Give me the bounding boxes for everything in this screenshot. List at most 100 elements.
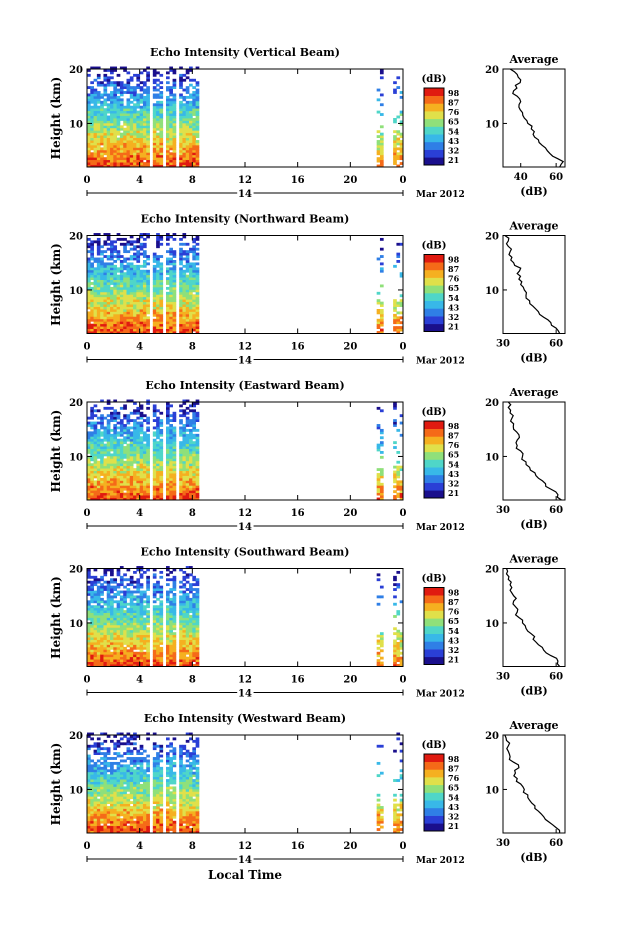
heatmap-cell — [119, 149, 124, 153]
heatmap-cell — [139, 110, 144, 114]
heatmap-cell — [93, 316, 98, 320]
heatmap-cell — [166, 661, 170, 665]
heatmap-cell — [96, 661, 101, 665]
heatmap-cell — [113, 610, 118, 613]
heatmap-cell — [129, 460, 134, 464]
heatmap-cell — [185, 619, 190, 623]
heatmap-cell — [100, 245, 104, 249]
heatmap-cell — [139, 485, 144, 489]
heatmap-cell — [185, 639, 190, 643]
heatmap-cell — [182, 477, 187, 481]
heatmap-cell — [146, 269, 150, 273]
heatmap-cell — [182, 142, 187, 146]
heatmap-cell — [100, 289, 104, 293]
heatmap-cell — [106, 818, 111, 822]
heatmap-cell — [129, 646, 134, 650]
heatmap-cell — [126, 602, 131, 606]
heatmap-cell — [103, 125, 108, 129]
heatmap-cell — [123, 130, 127, 134]
heatmap-cell — [103, 818, 108, 822]
heatmap-cell — [96, 144, 101, 148]
heatmap-cell — [87, 157, 91, 161]
heatmap-cell — [93, 810, 98, 814]
heatmap-cell — [393, 304, 397, 307]
heatmap-cell — [106, 661, 111, 665]
heatmap-cell — [179, 115, 183, 119]
heatmap-cell — [159, 122, 164, 126]
heatmap-cell — [139, 458, 144, 462]
heatmap-cell — [136, 411, 141, 415]
heatmap-cell — [185, 656, 190, 660]
heatmap-cell — [156, 245, 160, 249]
heatmap-cell — [152, 269, 157, 273]
heatmap-cell — [96, 588, 101, 591]
heatmap-cell — [126, 164, 131, 168]
heatmap-cell — [93, 485, 98, 489]
heatmap-cell — [116, 304, 121, 307]
heatmap-cell — [182, 627, 187, 631]
heatmap-cell — [189, 311, 193, 315]
heatmap-cell — [129, 438, 134, 442]
heatmap-cell — [119, 583, 124, 587]
heatmap-cell — [123, 326, 127, 329]
heatmap-cell — [123, 646, 127, 650]
heatmap-cell — [172, 610, 177, 613]
heatmap-cell — [100, 600, 104, 604]
heatmap-cell — [179, 296, 183, 300]
heatmap-cell — [146, 416, 150, 420]
colorbar-segment — [424, 88, 444, 96]
heatmap-cell — [136, 118, 141, 121]
heatmap-cell — [103, 801, 108, 804]
heatmap-cell — [90, 294, 94, 298]
heatmap-cell — [172, 135, 177, 138]
heatmap-cell — [136, 147, 141, 151]
heatmap-cell — [156, 301, 160, 305]
heatmap-cell — [189, 147, 193, 151]
heatmap-cell — [393, 147, 397, 151]
heatmap-cell — [139, 659, 144, 662]
heatmap-cell — [90, 744, 94, 748]
heatmap-cell — [87, 470, 91, 474]
heatmap-cell — [126, 304, 131, 307]
heatmap-cell — [146, 646, 150, 650]
heatmap-cell — [136, 110, 141, 114]
heatmap-cell — [103, 465, 108, 469]
heatmap-cell — [189, 247, 193, 251]
heatmap-cell — [146, 455, 150, 459]
heatmap-cell — [106, 159, 111, 163]
heatmap-cell — [126, 649, 131, 653]
heatmap-cell — [103, 492, 108, 496]
heatmap-cell — [182, 433, 187, 437]
heatmap-cell — [103, 289, 108, 293]
heatmap-cell — [146, 118, 150, 121]
colorbar-segment — [424, 428, 444, 437]
heatmap-cell — [110, 436, 114, 440]
heatmap-cell — [139, 245, 144, 249]
colorbar-unit: (dB) — [422, 407, 447, 418]
heatmap-cell — [100, 656, 104, 660]
heatmap-cell — [136, 294, 141, 298]
heatmap-cell — [192, 162, 197, 165]
heatmap-cell — [96, 137, 101, 141]
heatmap-cell — [179, 585, 183, 589]
heatmap-cell — [182, 286, 187, 290]
heatmap-cell — [172, 617, 177, 621]
heatmap-cell — [106, 154, 111, 158]
heatmap-cell — [172, 639, 177, 643]
colorbar-tick-label: 43 — [448, 635, 460, 645]
heatmap-cell — [113, 132, 118, 136]
heatmap-cell — [129, 122, 134, 126]
heatmap-cell — [129, 272, 134, 276]
heatmap-cell — [113, 306, 118, 310]
heatmap-cell — [103, 664, 108, 667]
heatmap-cell — [139, 495, 144, 498]
heatmap-cell — [103, 316, 108, 320]
heatmap-cell — [166, 135, 170, 138]
heatmap-cell — [185, 76, 190, 80]
heatmap-cell — [156, 289, 160, 293]
heatmap-cell — [166, 624, 170, 628]
heatmap-cell — [166, 98, 170, 102]
heatmap-cell — [96, 482, 101, 486]
heatmap-cell — [100, 492, 104, 496]
heatmap-cell — [172, 250, 177, 254]
